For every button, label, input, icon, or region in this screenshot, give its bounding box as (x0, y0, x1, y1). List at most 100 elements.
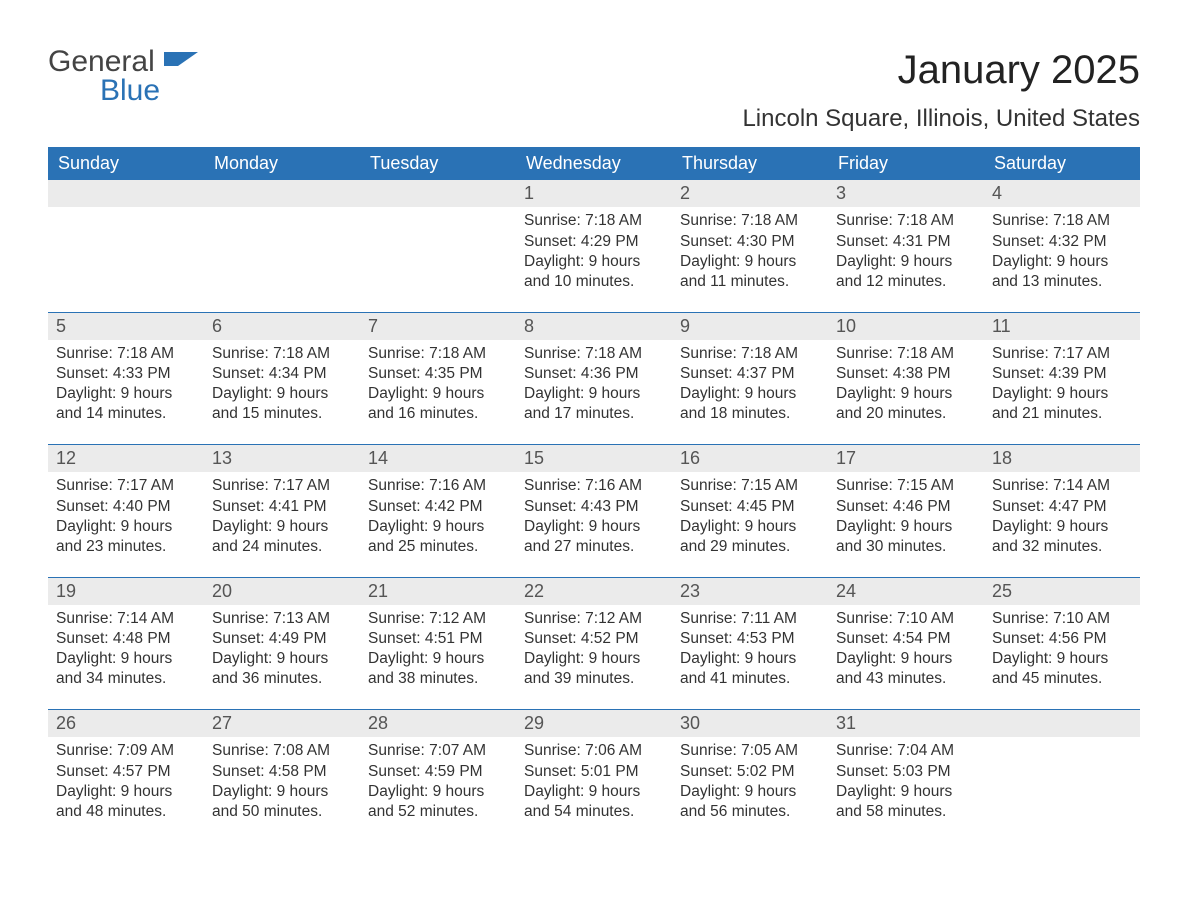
weekday-header-row: Sunday Monday Tuesday Wednesday Thursday… (48, 147, 1140, 180)
day-line: Sunrise: 7:14 AM (56, 609, 196, 629)
day-line: Sunrise: 7:12 AM (524, 609, 664, 629)
day-body (360, 207, 516, 219)
day-body: Sunrise: 7:18 AMSunset: 4:34 PMDaylight:… (204, 340, 360, 433)
day-line: Sunset: 4:36 PM (524, 364, 664, 384)
day-number: 25 (984, 578, 1140, 605)
day-line: Sunrise: 7:18 AM (992, 211, 1132, 231)
day-line: Daylight: 9 hours (836, 517, 976, 537)
day-line: and 58 minutes. (836, 802, 976, 822)
day-cell: 10Sunrise: 7:18 AMSunset: 4:38 PMDayligh… (828, 313, 984, 445)
day-body: Sunrise: 7:04 AMSunset: 5:03 PMDaylight:… (828, 737, 984, 830)
day-number: 15 (516, 445, 672, 472)
day-body: Sunrise: 7:17 AMSunset: 4:41 PMDaylight:… (204, 472, 360, 565)
day-cell: 24Sunrise: 7:10 AMSunset: 4:54 PMDayligh… (828, 578, 984, 710)
day-number: 8 (516, 313, 672, 340)
weekday-header: Friday (828, 147, 984, 180)
day-cell: 17Sunrise: 7:15 AMSunset: 4:46 PMDayligh… (828, 445, 984, 577)
day-body: Sunrise: 7:18 AMSunset: 4:29 PMDaylight:… (516, 207, 672, 300)
day-line: and 12 minutes. (836, 272, 976, 292)
day-line: Daylight: 9 hours (368, 649, 508, 669)
day-line: Sunrise: 7:05 AM (680, 741, 820, 761)
day-line: Daylight: 9 hours (368, 384, 508, 404)
day-line: Sunrise: 7:16 AM (368, 476, 508, 496)
day-line: Sunrise: 7:07 AM (368, 741, 508, 761)
day-line: Sunset: 5:02 PM (680, 762, 820, 782)
day-line: Daylight: 9 hours (836, 649, 976, 669)
day-body: Sunrise: 7:18 AMSunset: 4:32 PMDaylight:… (984, 207, 1140, 300)
day-line: Sunset: 4:31 PM (836, 232, 976, 252)
weekday-header: Tuesday (360, 147, 516, 180)
day-body: Sunrise: 7:07 AMSunset: 4:59 PMDaylight:… (360, 737, 516, 830)
day-line: Sunset: 4:58 PM (212, 762, 352, 782)
day-line: Daylight: 9 hours (992, 252, 1132, 272)
day-number: 2 (672, 180, 828, 207)
day-cell: 4Sunrise: 7:18 AMSunset: 4:32 PMDaylight… (984, 180, 1140, 312)
day-body: Sunrise: 7:14 AMSunset: 4:47 PMDaylight:… (984, 472, 1140, 565)
day-body: Sunrise: 7:18 AMSunset: 4:30 PMDaylight:… (672, 207, 828, 300)
day-body: Sunrise: 7:05 AMSunset: 5:02 PMDaylight:… (672, 737, 828, 830)
day-body: Sunrise: 7:18 AMSunset: 4:38 PMDaylight:… (828, 340, 984, 433)
day-line: Sunrise: 7:13 AM (212, 609, 352, 629)
day-line: and 27 minutes. (524, 537, 664, 557)
day-line: Sunset: 4:47 PM (992, 497, 1132, 517)
day-line: Sunset: 4:30 PM (680, 232, 820, 252)
day-line: and 30 minutes. (836, 537, 976, 557)
day-cell: 29Sunrise: 7:06 AMSunset: 5:01 PMDayligh… (516, 710, 672, 842)
day-cell: 2Sunrise: 7:18 AMSunset: 4:30 PMDaylight… (672, 180, 828, 312)
day-line: Sunset: 4:48 PM (56, 629, 196, 649)
day-cell: 27Sunrise: 7:08 AMSunset: 4:58 PMDayligh… (204, 710, 360, 842)
day-number: 12 (48, 445, 204, 472)
day-line: Sunset: 4:46 PM (836, 497, 976, 517)
day-body: Sunrise: 7:10 AMSunset: 4:56 PMDaylight:… (984, 605, 1140, 698)
day-body: Sunrise: 7:18 AMSunset: 4:33 PMDaylight:… (48, 340, 204, 433)
day-number: 17 (828, 445, 984, 472)
day-line: Sunset: 4:41 PM (212, 497, 352, 517)
day-cell: 3Sunrise: 7:18 AMSunset: 4:31 PMDaylight… (828, 180, 984, 312)
day-line: Daylight: 9 hours (992, 649, 1132, 669)
day-line: Sunrise: 7:18 AM (524, 211, 664, 231)
day-body: Sunrise: 7:12 AMSunset: 4:51 PMDaylight:… (360, 605, 516, 698)
day-cell (48, 180, 204, 312)
day-line: Daylight: 9 hours (212, 384, 352, 404)
logo: General Blue (48, 48, 198, 105)
day-number (48, 180, 204, 207)
day-line: Daylight: 9 hours (680, 649, 820, 669)
day-number: 10 (828, 313, 984, 340)
day-line: and 23 minutes. (56, 537, 196, 557)
day-line: Daylight: 9 hours (368, 782, 508, 802)
day-body: Sunrise: 7:15 AMSunset: 4:45 PMDaylight:… (672, 472, 828, 565)
day-number: 30 (672, 710, 828, 737)
day-number: 7 (360, 313, 516, 340)
day-line: Daylight: 9 hours (680, 782, 820, 802)
day-line: Daylight: 9 hours (524, 252, 664, 272)
day-line: and 38 minutes. (368, 669, 508, 689)
day-line: Sunset: 4:33 PM (56, 364, 196, 384)
day-line: and 50 minutes. (212, 802, 352, 822)
day-number: 3 (828, 180, 984, 207)
day-body: Sunrise: 7:08 AMSunset: 4:58 PMDaylight:… (204, 737, 360, 830)
day-body: Sunrise: 7:14 AMSunset: 4:48 PMDaylight:… (48, 605, 204, 698)
day-line: and 34 minutes. (56, 669, 196, 689)
day-line: Sunset: 4:32 PM (992, 232, 1132, 252)
day-line: Sunrise: 7:18 AM (368, 344, 508, 364)
day-line: Daylight: 9 hours (368, 517, 508, 537)
day-line: Sunrise: 7:08 AM (212, 741, 352, 761)
day-number: 29 (516, 710, 672, 737)
day-number: 24 (828, 578, 984, 605)
day-line: and 25 minutes. (368, 537, 508, 557)
day-line: Daylight: 9 hours (680, 517, 820, 537)
day-number: 11 (984, 313, 1140, 340)
day-cell: 8Sunrise: 7:18 AMSunset: 4:36 PMDaylight… (516, 313, 672, 445)
week-row: 1Sunrise: 7:18 AMSunset: 4:29 PMDaylight… (48, 180, 1140, 312)
day-number (204, 180, 360, 207)
day-body: Sunrise: 7:17 AMSunset: 4:40 PMDaylight:… (48, 472, 204, 565)
day-line: Sunset: 4:42 PM (368, 497, 508, 517)
day-number: 16 (672, 445, 828, 472)
day-cell: 20Sunrise: 7:13 AMSunset: 4:49 PMDayligh… (204, 578, 360, 710)
day-cell: 21Sunrise: 7:12 AMSunset: 4:51 PMDayligh… (360, 578, 516, 710)
day-line: Daylight: 9 hours (56, 384, 196, 404)
day-number: 4 (984, 180, 1140, 207)
month-title: January 2025 (742, 48, 1140, 93)
day-line: and 13 minutes. (992, 272, 1132, 292)
day-cell: 30Sunrise: 7:05 AMSunset: 5:02 PMDayligh… (672, 710, 828, 842)
